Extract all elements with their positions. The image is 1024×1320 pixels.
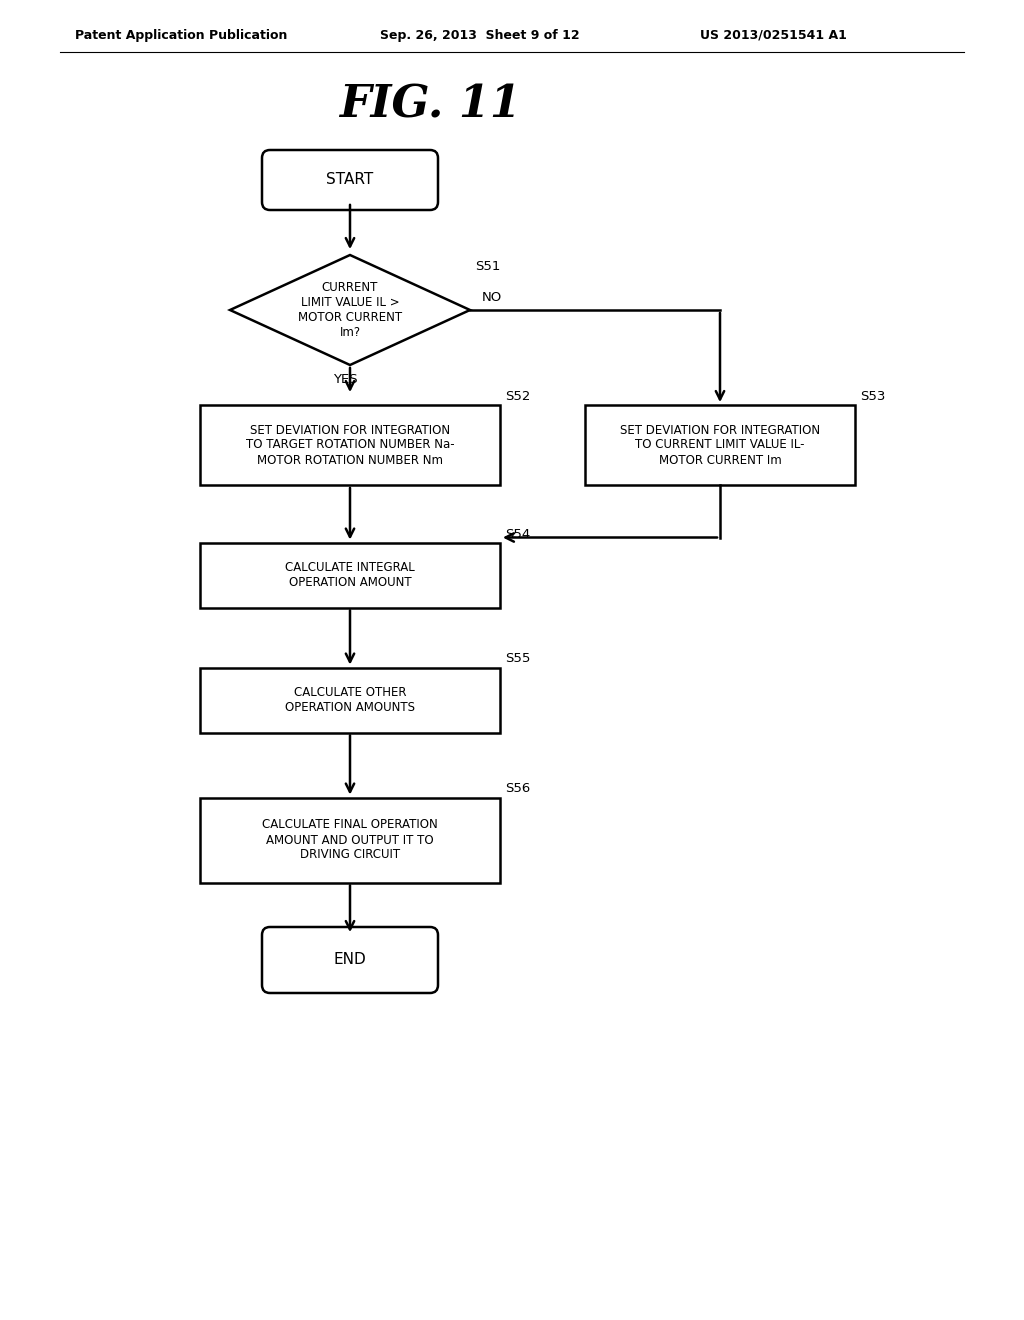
Bar <box>200 668 500 733</box>
Text: S52: S52 <box>505 389 530 403</box>
Bar <box>200 405 500 484</box>
Text: S53: S53 <box>860 389 886 403</box>
Text: FIG. 11: FIG. 11 <box>339 83 521 127</box>
Text: US 2013/0251541 A1: US 2013/0251541 A1 <box>700 29 847 41</box>
FancyBboxPatch shape <box>262 927 438 993</box>
Text: S51: S51 <box>475 260 501 273</box>
Text: CALCULATE FINAL OPERATION
AMOUNT AND OUTPUT IT TO
DRIVING CIRCUIT: CALCULATE FINAL OPERATION AMOUNT AND OUT… <box>262 818 438 862</box>
Polygon shape <box>230 255 470 366</box>
Text: SET DEVIATION FOR INTEGRATION
TO CURRENT LIMIT VALUE IL-
MOTOR CURRENT Im: SET DEVIATION FOR INTEGRATION TO CURRENT… <box>620 424 820 466</box>
Text: NO: NO <box>482 290 502 304</box>
Text: Patent Application Publication: Patent Application Publication <box>75 29 288 41</box>
Bar <box>585 405 855 484</box>
Text: CALCULATE INTEGRAL
OPERATION AMOUNT: CALCULATE INTEGRAL OPERATION AMOUNT <box>285 561 415 589</box>
Text: END: END <box>334 953 367 968</box>
Bar <box>200 797 500 883</box>
Text: CURRENT
LIMIT VALUE IL >
MOTOR CURRENT
Im?: CURRENT LIMIT VALUE IL > MOTOR CURRENT I… <box>298 281 402 339</box>
Text: S56: S56 <box>505 783 530 796</box>
Text: YES: YES <box>333 374 357 385</box>
Text: S55: S55 <box>505 652 530 665</box>
Text: CALCULATE OTHER
OPERATION AMOUNTS: CALCULATE OTHER OPERATION AMOUNTS <box>285 686 415 714</box>
Bar <box>200 543 500 607</box>
FancyBboxPatch shape <box>262 150 438 210</box>
Text: START: START <box>327 173 374 187</box>
Text: S54: S54 <box>505 528 530 540</box>
Text: SET DEVIATION FOR INTEGRATION
TO TARGET ROTATION NUMBER Na-
MOTOR ROTATION NUMBE: SET DEVIATION FOR INTEGRATION TO TARGET … <box>246 424 455 466</box>
Text: Sep. 26, 2013  Sheet 9 of 12: Sep. 26, 2013 Sheet 9 of 12 <box>380 29 580 41</box>
